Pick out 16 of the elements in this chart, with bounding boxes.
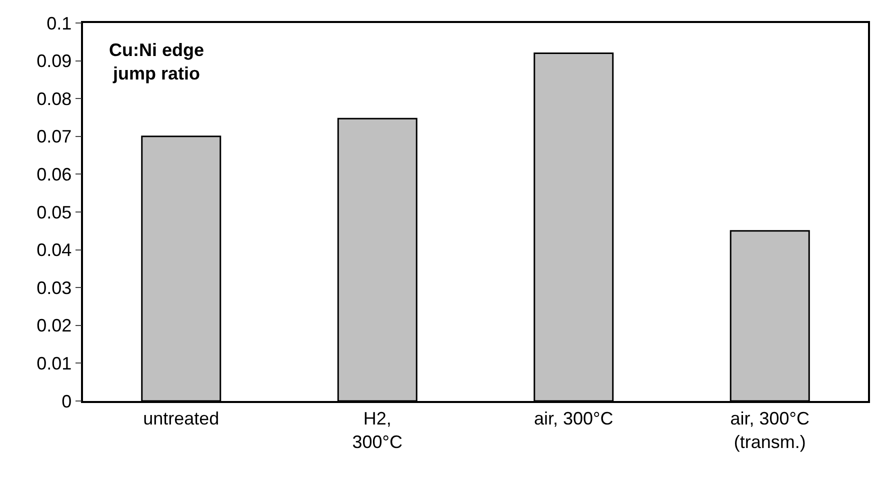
x-tick-label: air, 300°C — [534, 408, 614, 428]
y-tick-label: 0.02 — [36, 316, 72, 336]
y-tick-label: 0.07 — [36, 126, 72, 147]
y-tick-label: 0.09 — [36, 51, 72, 72]
y-tick-label: 0 — [62, 391, 72, 412]
x-tick-label: H2, 300°C — [352, 408, 402, 452]
x-tick-label: air, 300°C (transm.) — [730, 408, 810, 452]
y-tick-label: 0.1 — [46, 13, 72, 34]
y-tick-label: 0.05 — [36, 202, 72, 222]
x-tick-label: untreated — [143, 408, 220, 428]
y-tick-label: 0.08 — [36, 88, 72, 109]
y-tick-label: 0.06 — [36, 164, 72, 184]
annotation: Cu:Ni edge jump ratio — [109, 40, 204, 84]
y-tick-label: 0.04 — [36, 240, 72, 260]
y-tick-label: 0.03 — [36, 278, 72, 298]
y-tick-label: 0.01 — [36, 354, 72, 374]
